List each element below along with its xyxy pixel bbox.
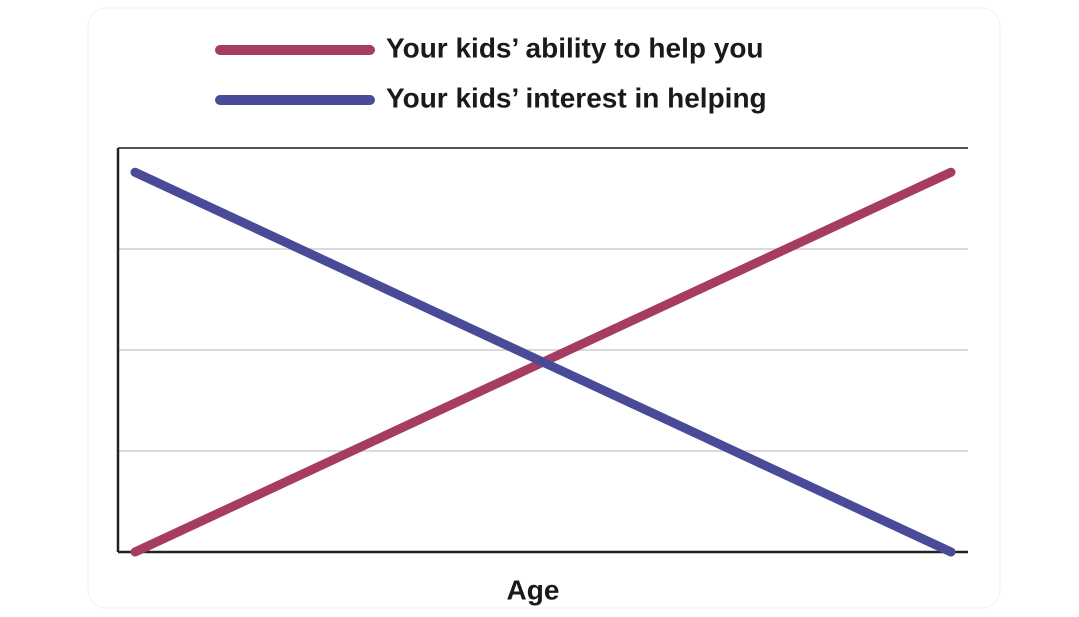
legend-label: Your kids’ ability to help you [386,32,764,63]
legend-label: Your kids’ interest in helping [386,82,767,113]
series-line [130,167,956,557]
card [87,7,1001,609]
x-axis-title: Age [507,574,560,605]
